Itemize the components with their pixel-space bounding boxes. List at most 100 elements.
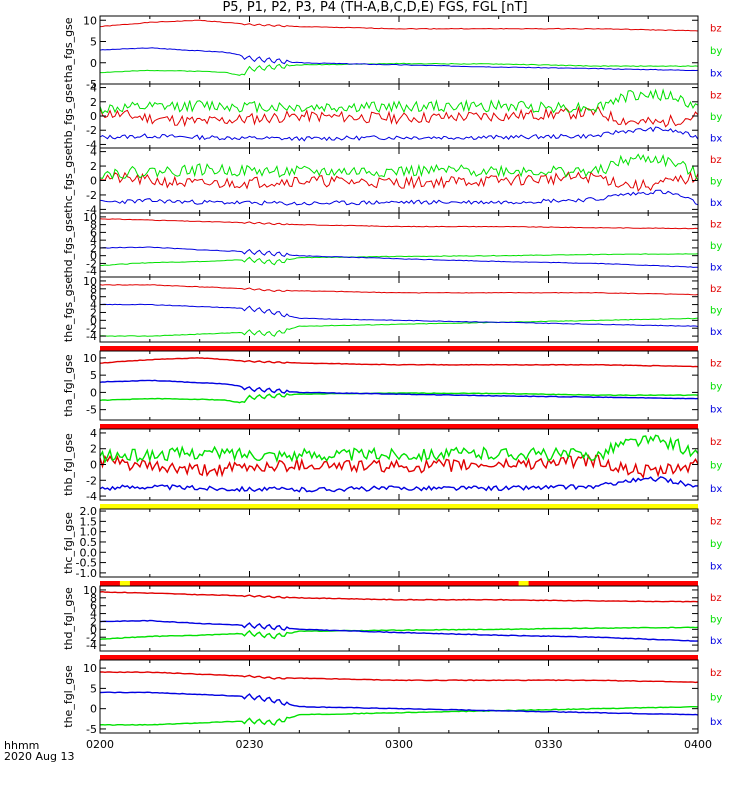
y-axis-label: thd_fgl_gse	[62, 587, 75, 650]
series-bz-line	[99, 218, 699, 230]
y-tick-label: -2	[86, 474, 97, 487]
y-tick-label: 4	[90, 427, 97, 440]
y-tick-label: -5	[86, 723, 97, 736]
y-tick-label: 4	[90, 234, 97, 247]
y-tick-label: 2	[90, 160, 97, 173]
y-tick-label: 0	[90, 250, 97, 263]
series-by-line	[99, 88, 699, 115]
state-bar-yellow-segment	[119, 581, 130, 586]
y-tick-label: 0	[90, 459, 97, 472]
panel-frame	[99, 508, 699, 578]
legend-bz: bz	[710, 437, 722, 448]
y-tick-label: 4	[90, 146, 97, 159]
y-tick-label: 8	[90, 592, 97, 605]
y-tick-label: 2	[90, 96, 97, 109]
series-bx-line	[99, 47, 699, 72]
series-by-line	[99, 706, 699, 726]
y-tick-label: 10	[83, 352, 97, 365]
y-axis-label: tha_fgs_gse	[62, 17, 75, 82]
y-tick-label: 2	[90, 443, 97, 456]
series-bx-line	[99, 246, 698, 268]
series-bz-line	[99, 105, 699, 128]
y-tick-label: 10	[83, 211, 97, 224]
x-tick-label: 0400	[684, 738, 712, 751]
y-tick-label: 5	[90, 36, 97, 49]
y-tick-label: 10	[83, 662, 97, 675]
y-tick-label: -4	[86, 490, 97, 503]
y-tick-label: 0	[90, 703, 97, 716]
y-tick-label: 2	[90, 242, 97, 255]
state-bar-red	[100, 581, 698, 586]
y-axis-label: the_fgs_gse	[62, 277, 75, 342]
legend-bz: bz	[710, 91, 722, 102]
y-tick-label: 5	[90, 682, 97, 695]
series-bx-line	[99, 303, 699, 327]
series-bz-line	[99, 671, 699, 684]
y-tick-label: -4	[86, 330, 97, 343]
y-tick-label: 8	[90, 283, 97, 296]
y-tick-label: 10	[83, 14, 97, 27]
panel-frame	[99, 147, 699, 214]
x-tick-label: 0230	[236, 738, 264, 751]
date-label: 2020 Aug 13	[4, 750, 75, 763]
y-tick-label: -5	[86, 78, 97, 91]
y-axis-label: the_fgl_gse	[62, 665, 75, 728]
legend-bz: bz	[710, 359, 722, 370]
panel-frame	[99, 585, 699, 652]
legend-bx: bx	[710, 69, 722, 80]
panel-frame	[99, 350, 699, 421]
y-tick-label: 2	[90, 306, 97, 319]
legend-bz: bz	[710, 220, 722, 231]
legend-by: by	[710, 539, 722, 550]
y-tick-label: 6	[90, 291, 97, 304]
state-bar-yellow-segment	[518, 581, 529, 586]
y-tick-label: 4	[90, 82, 97, 95]
y-tick-label: 0	[90, 314, 97, 327]
y-tick-label: 4	[90, 299, 97, 312]
series-bz-line	[99, 171, 699, 193]
y-tick-label: -2	[86, 631, 97, 644]
time-axis-label: hhmm	[4, 739, 40, 752]
y-tick-label: 1.5	[80, 515, 98, 528]
legend-bx: bx	[710, 133, 722, 144]
y-tick-label: 10	[83, 275, 97, 288]
y-tick-label: -2	[86, 322, 97, 335]
y-tick-label: 10	[83, 584, 97, 597]
y-tick-label: 0	[90, 175, 97, 188]
series-by-line	[99, 153, 699, 181]
y-tick-label: -0.5	[76, 557, 97, 570]
legend-bz: bz	[710, 516, 722, 527]
series-bx-line	[99, 691, 699, 716]
series-bx-line	[99, 126, 699, 142]
series-bz-line	[99, 284, 699, 296]
legend-by: by	[710, 241, 722, 252]
legend-by: by	[710, 177, 722, 188]
y-tick-label: 4	[90, 608, 97, 621]
y-tick-label: -2	[86, 124, 97, 137]
legend-bz: bz	[710, 593, 722, 604]
y-axis-label: thb_fgs_gse	[62, 83, 75, 149]
y-tick-label: 0	[90, 386, 97, 399]
series-bx-line	[99, 189, 699, 206]
y-tick-label: -2	[86, 257, 97, 270]
y-tick-label: -4	[86, 265, 97, 278]
y-tick-label: 2.0	[80, 505, 98, 518]
series-by-line	[99, 317, 699, 337]
y-axis-label: tha_fgl_gse	[62, 354, 75, 417]
series-bz-line	[99, 19, 699, 32]
legend-bx: bx	[710, 327, 722, 338]
y-tick-label: -5	[86, 404, 97, 417]
panel-frame	[99, 659, 699, 734]
y-tick-label: 0	[90, 623, 97, 636]
y-tick-label: 2	[90, 615, 97, 628]
legend-bx: bx	[710, 717, 722, 728]
legend-by: by	[710, 112, 722, 123]
legend-by: by	[710, 46, 722, 57]
y-tick-label: 6	[90, 226, 97, 239]
legend-by: by	[710, 615, 722, 626]
series-by-line	[100, 62, 699, 76]
y-tick-label: -4	[86, 138, 97, 151]
y-tick-label: 0.5	[80, 536, 98, 549]
series-bx-line	[99, 476, 699, 493]
